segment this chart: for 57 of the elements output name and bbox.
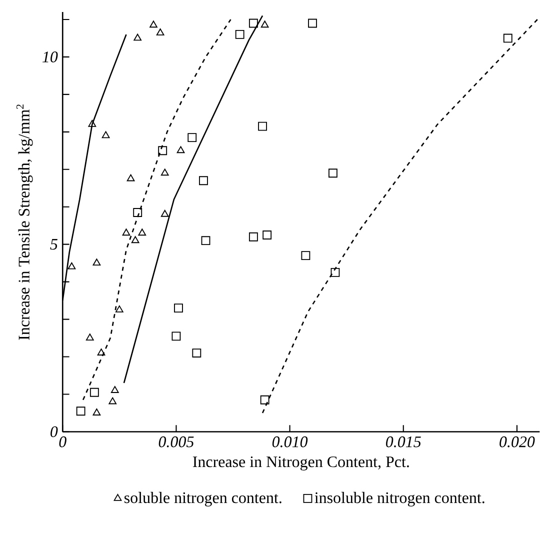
point — [258, 122, 268, 131]
point — [92, 408, 101, 416]
point — [262, 230, 272, 240]
point — [248, 232, 258, 242]
point — [328, 168, 338, 178]
point — [102, 131, 110, 138]
x-tick-label: 0.020 — [500, 436, 535, 448]
point — [156, 28, 164, 36]
point — [86, 334, 94, 341]
x-tick-label: 0 — [59, 436, 66, 448]
point — [150, 20, 158, 28]
line-series — [82, 18, 232, 401]
point — [199, 176, 208, 186]
point — [108, 397, 117, 404]
point — [260, 395, 270, 404]
point — [248, 18, 258, 28]
x-tick-label: 0.015 — [386, 436, 421, 448]
x-tick-label: 0.010 — [272, 436, 308, 448]
point — [131, 236, 140, 244]
point — [76, 406, 86, 416]
point — [134, 34, 142, 41]
point — [97, 348, 106, 356]
point — [138, 228, 146, 236]
point — [133, 208, 142, 217]
point — [90, 388, 99, 397]
point — [126, 174, 135, 182]
point — [122, 228, 130, 236]
point — [172, 332, 181, 341]
line-series — [262, 18, 538, 414]
point — [201, 236, 210, 246]
point — [235, 30, 244, 39]
line-series — [123, 15, 264, 384]
point — [188, 133, 197, 142]
point — [88, 120, 96, 127]
point — [174, 304, 183, 313]
point — [160, 168, 169, 176]
point — [92, 258, 101, 266]
x-tick-label: 0.005 — [158, 436, 194, 448]
point — [308, 18, 317, 28]
legend-label: soluble nitrogen content. — [124, 492, 282, 506]
y-tick-label: 5 — [50, 239, 58, 250]
y-tick-label: 0 — [50, 426, 58, 438]
point — [260, 20, 269, 28]
legend-label: insoluble nitrogen content. — [314, 492, 484, 506]
point — [115, 305, 124, 312]
y-axis-title: Increase in Tensile Strength, kg/mm$^{2}$ — [16, 104, 33, 340]
point — [68, 262, 76, 270]
x-axis-title: Increase in Nitrogen Content, Pct. — [192, 456, 409, 470]
point — [192, 348, 202, 358]
point — [160, 210, 169, 217]
point — [176, 146, 185, 154]
point — [301, 251, 310, 260]
point — [110, 386, 119, 393]
point — [330, 268, 340, 277]
point — [158, 146, 168, 156]
y-tick-label: 10 — [42, 52, 58, 62]
point — [503, 34, 512, 43]
